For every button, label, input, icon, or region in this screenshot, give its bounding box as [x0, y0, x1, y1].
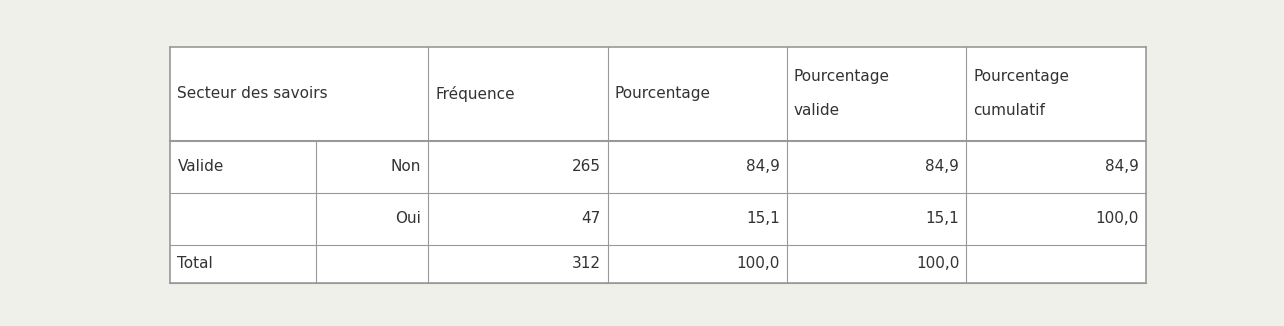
Text: 84,9: 84,9	[746, 159, 779, 174]
Text: 47: 47	[582, 211, 601, 226]
Text: 312: 312	[571, 256, 601, 271]
Text: Pourcentage: Pourcentage	[794, 69, 890, 84]
Text: Pourcentage: Pourcentage	[615, 86, 710, 101]
Text: 15,1: 15,1	[746, 211, 779, 226]
Text: 265: 265	[571, 159, 601, 174]
Text: Non: Non	[390, 159, 421, 174]
Text: valide: valide	[794, 103, 840, 118]
Text: 100,0: 100,0	[1095, 211, 1139, 226]
Text: 100,0: 100,0	[737, 256, 779, 271]
Text: 15,1: 15,1	[926, 211, 959, 226]
Text: 84,9: 84,9	[1104, 159, 1139, 174]
Text: Fréquence: Fréquence	[435, 86, 515, 102]
Text: Valide: Valide	[177, 159, 223, 174]
Text: Oui: Oui	[395, 211, 421, 226]
Text: Total: Total	[177, 256, 213, 271]
Text: 100,0: 100,0	[915, 256, 959, 271]
Text: cumulatif: cumulatif	[973, 103, 1045, 118]
Text: 84,9: 84,9	[926, 159, 959, 174]
Text: Secteur des savoirs: Secteur des savoirs	[177, 86, 327, 101]
Text: Pourcentage: Pourcentage	[973, 69, 1070, 84]
